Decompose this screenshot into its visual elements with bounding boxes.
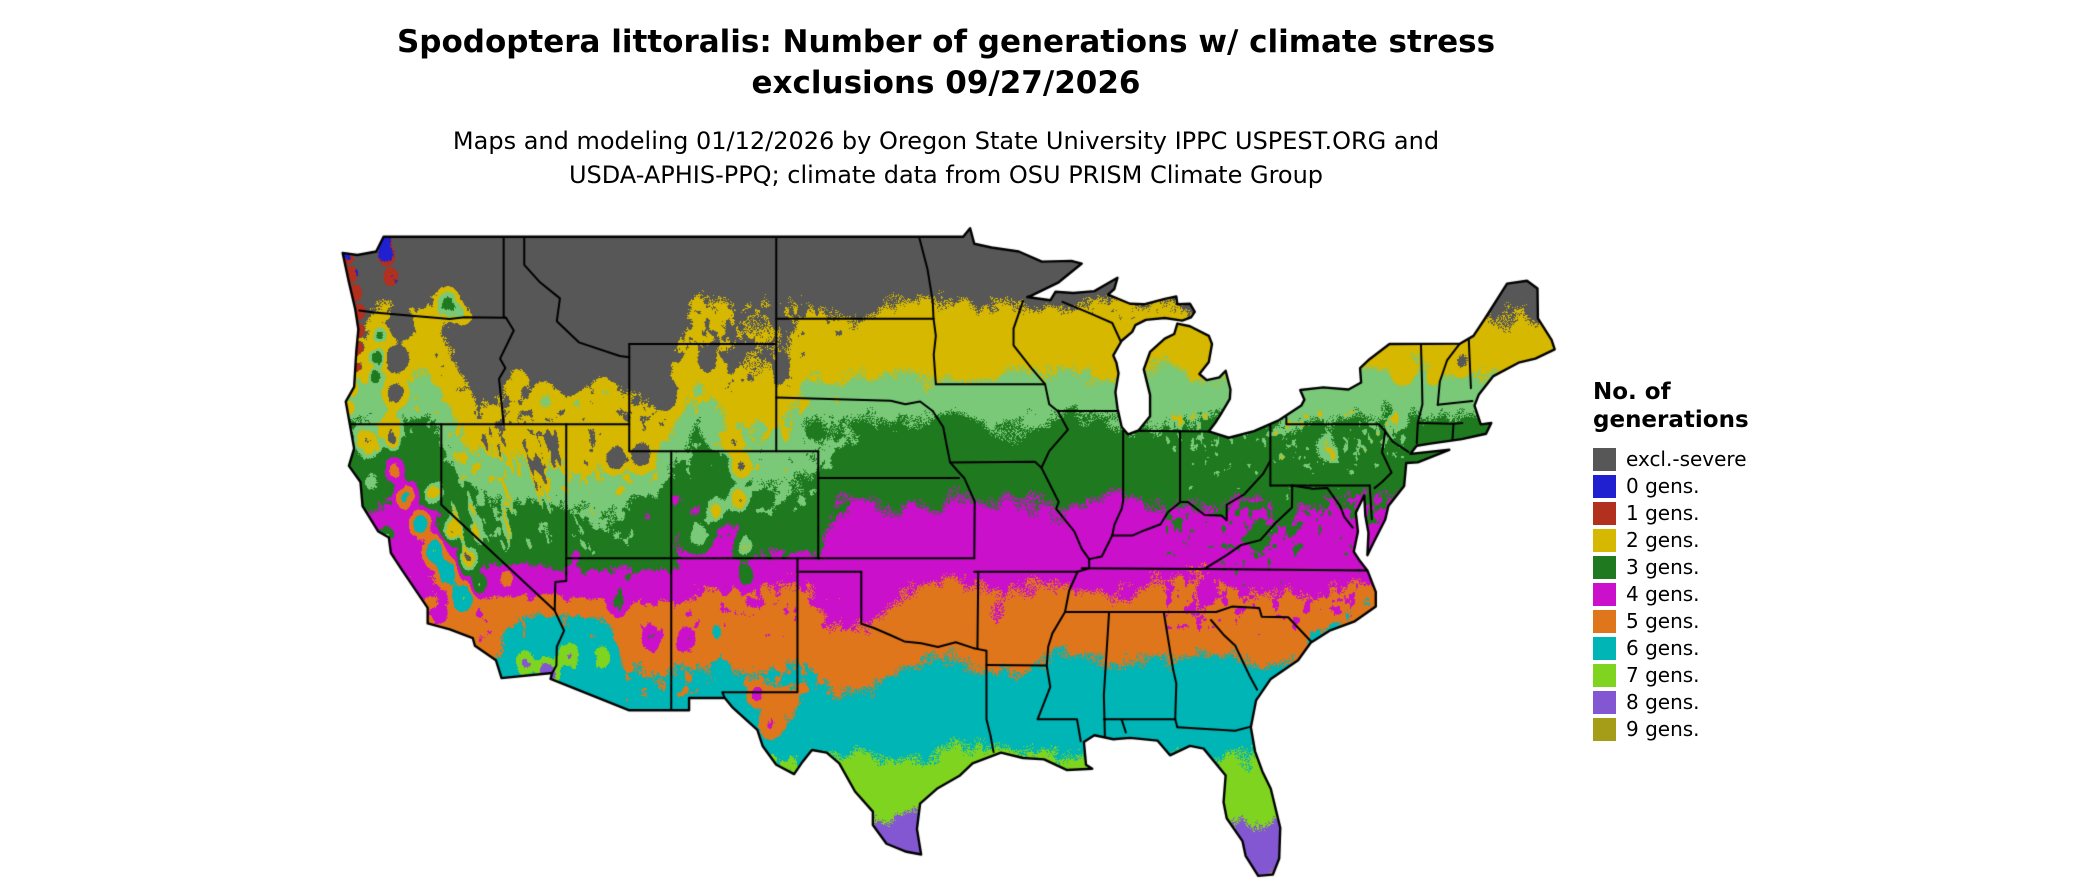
legend-item: 6 gens. <box>1593 636 1749 660</box>
legend-label: 9 gens. <box>1626 717 1700 741</box>
legend-swatch <box>1593 528 1616 552</box>
legend-label: 8 gens. <box>1626 690 1700 714</box>
legend-swatch <box>1593 555 1616 579</box>
legend-item: excl.-severe <box>1593 447 1749 471</box>
subtitle-line-1: Maps and modeling 01/12/2026 by Oregon S… <box>452 127 1440 155</box>
legend-heading-line-1: No. of <box>1593 379 1671 405</box>
title-line-2: exclusions 09/27/2026 <box>751 65 1141 101</box>
page-subtitle: Maps and modeling 01/12/2026 by Oregon S… <box>0 124 1892 192</box>
legend-label: 5 gens. <box>1626 609 1700 633</box>
legend-swatch <box>1593 690 1616 714</box>
legend-swatch <box>1593 447 1616 471</box>
legend-label: 1 gens. <box>1626 501 1700 525</box>
legend-swatch <box>1593 609 1616 633</box>
legend-swatch <box>1593 636 1616 660</box>
us-generations-choropleth-map <box>330 222 1560 887</box>
legend-swatch <box>1593 474 1616 498</box>
legend-item: 3 gens. <box>1593 555 1749 579</box>
legend-swatch <box>1593 663 1616 687</box>
legend-item: 7 gens. <box>1593 663 1749 687</box>
legend-item: 4 gens. <box>1593 582 1749 606</box>
legend-label: 6 gens. <box>1626 636 1700 660</box>
legend-label: 0 gens. <box>1626 474 1700 498</box>
legend-item: 9 gens. <box>1593 717 1749 741</box>
legend-heading: No. of generations <box>1593 378 1749 434</box>
legend-swatch <box>1593 717 1616 741</box>
legend-label: 2 gens. <box>1626 528 1700 552</box>
legend-label: excl.-severe <box>1626 447 1747 471</box>
legend-label: 7 gens. <box>1626 663 1700 687</box>
legend-label: 4 gens. <box>1626 582 1700 606</box>
legend: No. of generations excl.-severe 0 gens. 1 … <box>1593 378 1749 744</box>
legend-swatch <box>1593 501 1616 525</box>
title-line-1: Spodoptera littoralis: Number of generat… <box>396 24 1496 60</box>
page-title: Spodoptera littoralis: Number of generat… <box>0 22 1892 104</box>
legend-item: 2 gens. <box>1593 528 1749 552</box>
legend-item: 5 gens. <box>1593 609 1749 633</box>
legend-item: 8 gens. <box>1593 690 1749 714</box>
legend-item: 1 gens. <box>1593 501 1749 525</box>
legend-swatch <box>1593 582 1616 606</box>
legend-label: 3 gens. <box>1626 555 1700 579</box>
legend-heading-line-2: generations <box>1593 407 1749 433</box>
legend-rows: excl.-severe 0 gens. 1 gens. 2 gens. 3 gens.… <box>1593 447 1749 741</box>
subtitle-line-2: USDA-APHIS-PPQ; climate data from OSU PR… <box>568 161 1324 189</box>
legend-item: 0 gens. <box>1593 474 1749 498</box>
